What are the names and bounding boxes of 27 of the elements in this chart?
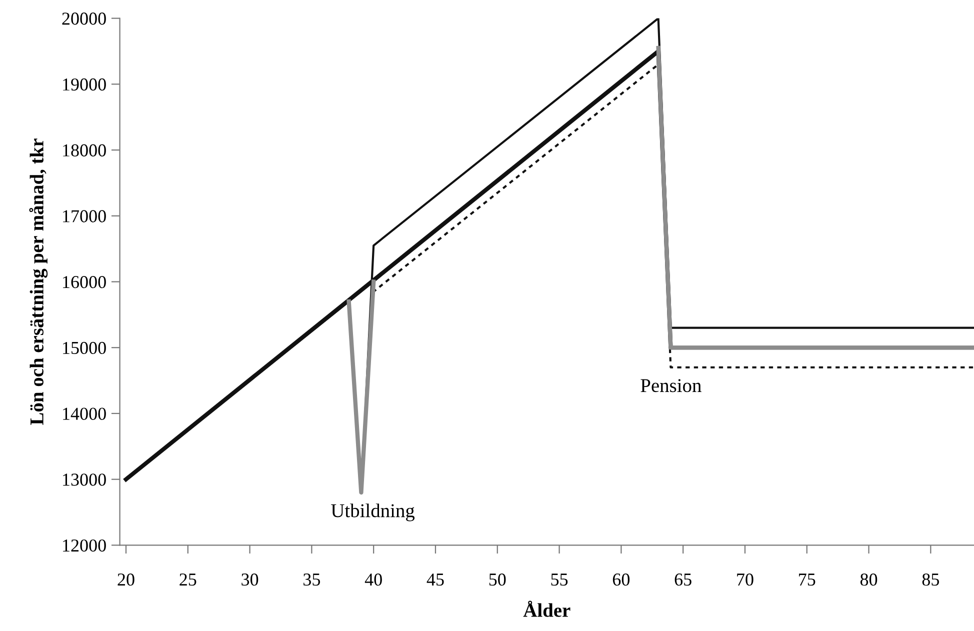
annotation: Utbildning: [331, 504, 415, 522]
y-tick-label: 13000: [63, 474, 106, 486]
y-tick-label: 12000: [63, 539, 106, 552]
x-tick-label: 65: [674, 574, 692, 586]
y-tick-label: 16000: [63, 276, 106, 288]
x-tick-label: 20: [118, 573, 134, 586]
y-axis-title: Lön och ersättning per månad, tkr: [29, 138, 48, 425]
x-tick-label: 85: [922, 573, 939, 586]
y-tick-label: 18000: [63, 144, 106, 156]
y-tick-label: 20000: [62, 12, 106, 25]
x-tick-label: 70: [737, 573, 754, 586]
x-tick-label: 60: [612, 573, 630, 586]
x-tick-label: 80: [860, 573, 878, 586]
y-tick-label: 14000: [63, 408, 106, 420]
y-tick-label: 15000: [63, 342, 106, 354]
x-tick-label: 25: [180, 574, 196, 586]
x-tick-label: 35: [304, 574, 320, 586]
annotation: Pension: [640, 379, 702, 392]
x-tick-label: 30: [242, 573, 258, 586]
x-tick-label: 55: [551, 574, 568, 586]
x-axis-title: Ålder: [523, 600, 570, 617]
x-tick-label: 45: [426, 574, 444, 586]
x-tick-label: 75: [799, 574, 816, 586]
x-tick-label: 50: [489, 573, 506, 586]
y-tick-label: 17000: [63, 210, 106, 222]
y-tick-label: 19000: [63, 78, 106, 91]
x-tick-label: 40: [364, 573, 382, 586]
